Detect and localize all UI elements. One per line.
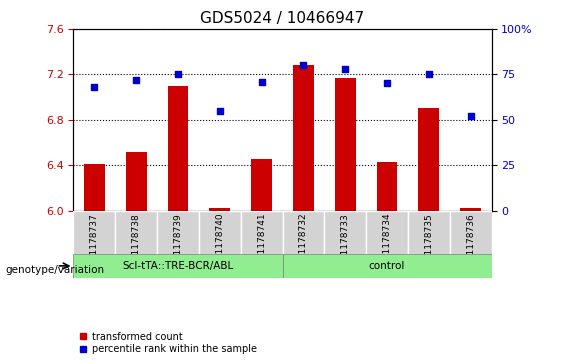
Text: GSM1178733: GSM1178733 bbox=[341, 213, 350, 274]
Bar bbox=[84, 164, 105, 211]
Bar bbox=[125, 152, 147, 211]
Bar bbox=[209, 208, 231, 211]
Bar bbox=[334, 78, 356, 211]
FancyBboxPatch shape bbox=[450, 211, 492, 256]
Bar bbox=[460, 208, 481, 211]
Point bbox=[299, 62, 308, 68]
FancyBboxPatch shape bbox=[115, 211, 157, 256]
Text: GSM1178741: GSM1178741 bbox=[257, 213, 266, 273]
Point bbox=[173, 72, 182, 77]
FancyBboxPatch shape bbox=[366, 211, 408, 256]
Legend: transformed count, percentile rank within the sample: transformed count, percentile rank withi… bbox=[79, 331, 257, 355]
Point bbox=[132, 77, 141, 83]
Text: GSM1178737: GSM1178737 bbox=[90, 213, 99, 274]
Text: control: control bbox=[369, 261, 405, 271]
Point bbox=[341, 66, 350, 72]
Point bbox=[466, 113, 475, 119]
Point bbox=[383, 81, 392, 86]
Title: GDS5024 / 10466947: GDS5024 / 10466947 bbox=[201, 12, 364, 26]
Point bbox=[257, 79, 266, 85]
Point bbox=[215, 108, 224, 114]
Text: GSM1178738: GSM1178738 bbox=[132, 213, 141, 274]
FancyBboxPatch shape bbox=[199, 211, 241, 256]
Bar bbox=[293, 65, 314, 211]
Text: GSM1178736: GSM1178736 bbox=[466, 213, 475, 274]
FancyBboxPatch shape bbox=[282, 211, 324, 256]
Bar bbox=[251, 159, 272, 211]
FancyBboxPatch shape bbox=[157, 211, 199, 256]
FancyBboxPatch shape bbox=[73, 254, 282, 278]
Bar bbox=[418, 109, 440, 211]
Point bbox=[424, 72, 433, 77]
Text: genotype/variation: genotype/variation bbox=[6, 265, 105, 276]
FancyBboxPatch shape bbox=[324, 211, 366, 256]
Bar bbox=[167, 86, 189, 211]
FancyBboxPatch shape bbox=[73, 211, 115, 256]
Text: GSM1178735: GSM1178735 bbox=[424, 213, 433, 274]
Text: GSM1178734: GSM1178734 bbox=[383, 213, 392, 273]
Text: GSM1178740: GSM1178740 bbox=[215, 213, 224, 273]
Point bbox=[90, 84, 99, 90]
Text: GSM1178732: GSM1178732 bbox=[299, 213, 308, 273]
FancyBboxPatch shape bbox=[408, 211, 450, 256]
FancyBboxPatch shape bbox=[241, 211, 282, 256]
Bar bbox=[377, 162, 398, 211]
Text: Scl-tTA::TRE-BCR/ABL: Scl-tTA::TRE-BCR/ABL bbox=[123, 261, 233, 271]
FancyBboxPatch shape bbox=[282, 254, 492, 278]
Text: GSM1178739: GSM1178739 bbox=[173, 213, 182, 274]
